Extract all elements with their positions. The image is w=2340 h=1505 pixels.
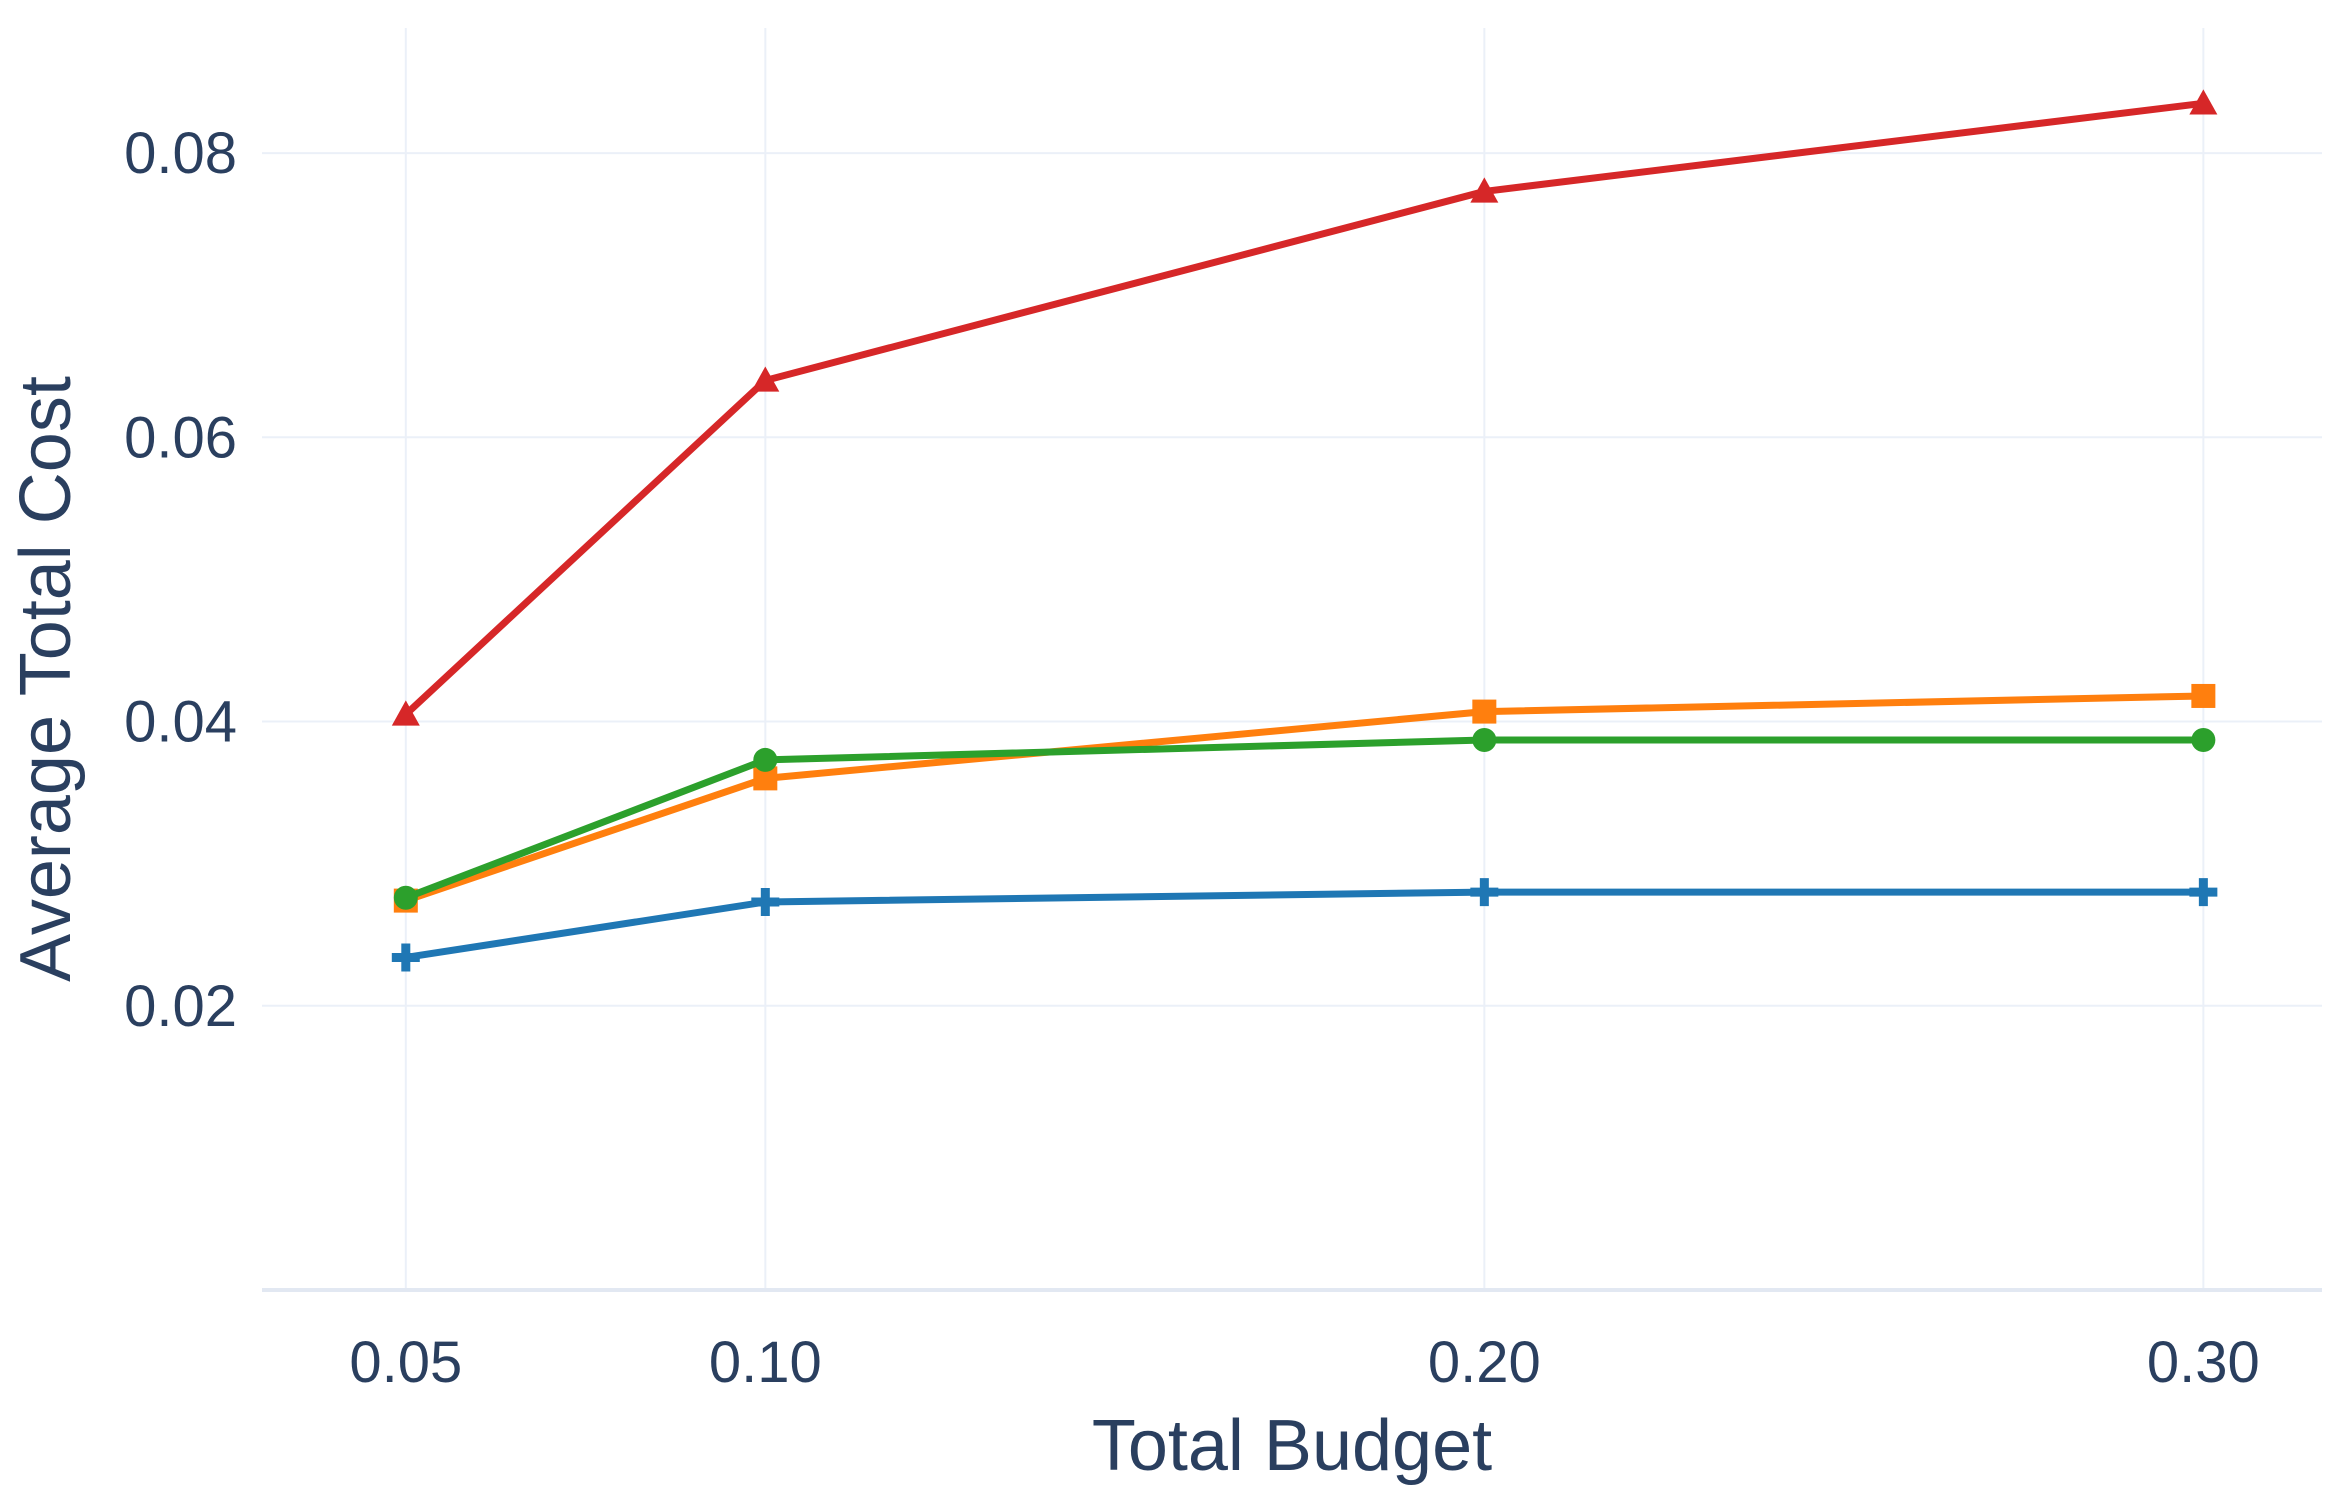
y-tick-label: 0.02 <box>124 974 237 1039</box>
x-tick-labels: 0.05 0.10 0.20 0.30 <box>349 1330 2259 1395</box>
data-point-cross[interactable] <box>1470 878 1499 907</box>
data-point-cross[interactable] <box>391 943 420 972</box>
data-point-square[interactable] <box>1472 699 1497 724</box>
data-point-circle[interactable] <box>1472 728 1497 753</box>
x-tick-label: 0.05 <box>349 1330 462 1395</box>
y-axis-title: Average Total Cost <box>6 376 86 982</box>
series-circle <box>393 728 2216 910</box>
y-tick-label: 0.08 <box>124 121 237 186</box>
data-point-triangle-up[interactable] <box>391 700 420 726</box>
series-line <box>402 888 2207 961</box>
data-point-circle[interactable] <box>753 747 778 772</box>
x-tick-label: 0.20 <box>1428 1330 1541 1395</box>
x-tick-label: 0.30 <box>2147 1330 2260 1395</box>
data-point-circle[interactable] <box>393 885 418 910</box>
x-axis-title: Total Budget <box>1092 1406 1492 1486</box>
series-line <box>402 736 2207 902</box>
data-point-triangle-up[interactable] <box>751 366 780 392</box>
y-tick-label: 0.04 <box>124 690 237 755</box>
series-triangle-up <box>391 89 2218 726</box>
data-point-square[interactable] <box>2191 683 2216 708</box>
data-point-cross[interactable] <box>751 888 780 917</box>
grid-lines <box>262 28 2322 1290</box>
series-layer <box>391 89 2218 972</box>
series-line <box>402 99 2207 718</box>
data-point-circle[interactable] <box>2191 728 2216 753</box>
data-point-triangle-up[interactable] <box>1470 177 1499 203</box>
x-tick-label: 0.10 <box>709 1330 822 1395</box>
data-point-cross[interactable] <box>2189 878 2218 907</box>
series-cross <box>391 878 2218 972</box>
data-point-triangle-up[interactable] <box>2189 89 2218 115</box>
y-tick-labels: 0.02 0.04 0.06 0.08 <box>124 121 237 1039</box>
y-tick-label: 0.06 <box>124 405 237 470</box>
series-line <box>402 692 2207 905</box>
